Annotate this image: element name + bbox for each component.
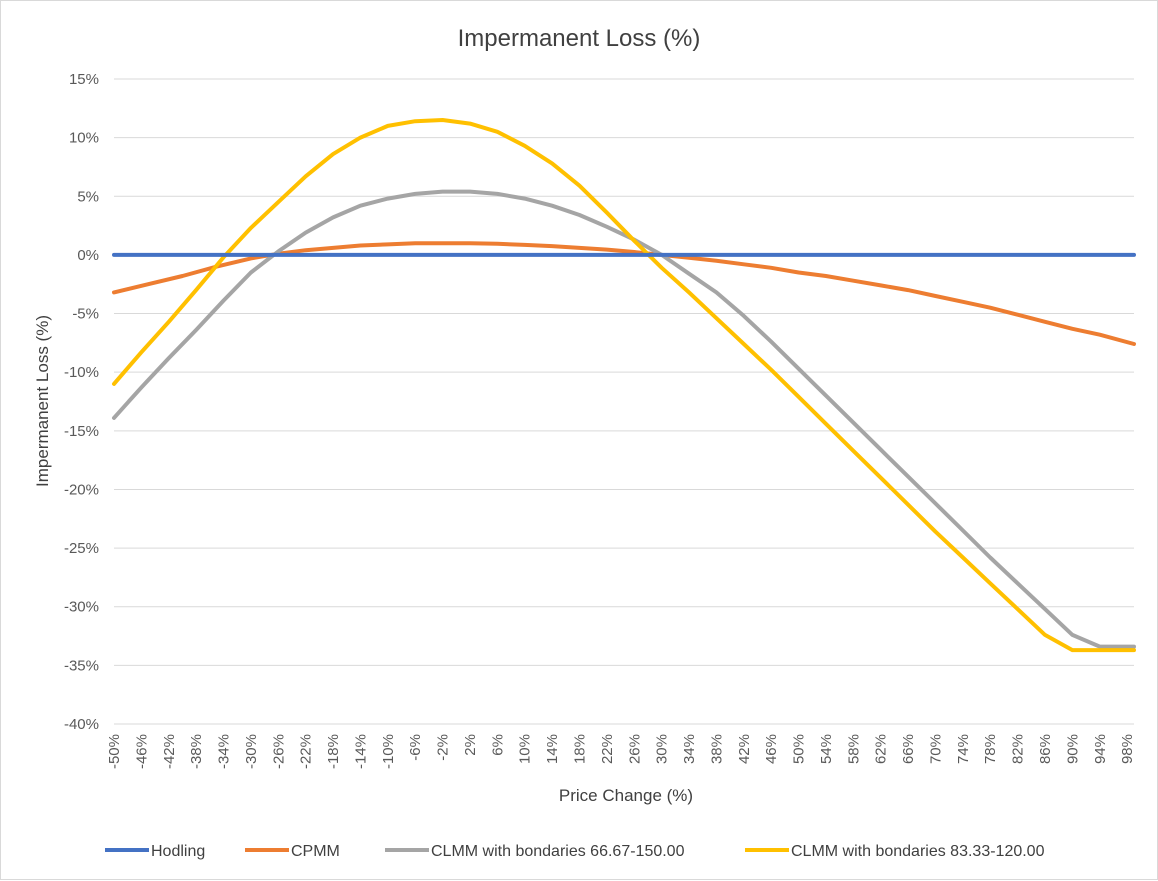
x-tick-label: -14%	[352, 734, 369, 769]
y-tick-label: 15%	[69, 71, 99, 88]
x-tick-label: 90%	[1064, 734, 1081, 764]
x-tick-label: 38%	[708, 734, 725, 764]
y-tick-label: -10%	[64, 364, 99, 381]
y-tick-label: -5%	[72, 306, 99, 323]
x-tick-label: 46%	[763, 734, 780, 764]
series-line-1	[112, 241, 1136, 346]
x-tick-label: -22%	[298, 734, 315, 769]
x-axis-title: Price Change (%)	[559, 786, 693, 805]
chart-title: Impermanent Loss (%)	[458, 25, 701, 52]
x-tick-label: 82%	[1010, 734, 1027, 764]
x-tick-label: -18%	[325, 734, 342, 769]
x-tick-label: 22%	[599, 734, 616, 764]
x-tick-label: -6%	[407, 734, 424, 761]
x-tick-label: -38%	[188, 734, 205, 769]
x-tick-label: 66%	[900, 734, 917, 764]
x-tick-label: 78%	[982, 734, 999, 764]
x-tick-label: 6%	[489, 734, 506, 756]
x-tick-label: 62%	[873, 734, 890, 764]
y-tick-label: 0%	[77, 247, 99, 264]
legend: Hodling CPMM CLMM with bondaries 66.67-150…	[105, 843, 1045, 860]
x-tick-label: 70%	[927, 734, 944, 764]
legend-label: CLMM with bondaries 66.67-150.00	[431, 843, 685, 860]
series-line-2	[112, 189, 1136, 649]
grid-lines	[114, 78, 1134, 725]
x-tick-label: 14%	[544, 734, 561, 764]
x-tick-label: -30%	[243, 734, 260, 769]
x-tick-label: 94%	[1092, 734, 1109, 764]
x-tick-label: 26%	[626, 734, 643, 764]
y-tick-label: 5%	[77, 188, 99, 205]
x-tick-label: -10%	[380, 734, 397, 769]
x-axis-ticks: -50% -46% -42% -38% -34% -30% -26% -22% -18% -14%…	[106, 734, 1136, 769]
x-tick-label: 30%	[654, 734, 671, 764]
x-tick-label: -46%	[133, 734, 150, 769]
y-tick-label: -20%	[64, 481, 99, 498]
x-tick-label: 54%	[818, 734, 835, 764]
legend-label: Hodling	[151, 843, 205, 860]
x-tick-label: 10%	[517, 734, 534, 764]
x-tick-label: -50%	[106, 734, 123, 769]
y-tick-label: -35%	[64, 657, 99, 674]
y-tick-label: -15%	[64, 423, 99, 440]
y-axis-ticks: 15% 10% 5% 0% -5% -10% -15% -20% -25% -30% -35% -40…	[64, 71, 99, 733]
x-tick-label: 18%	[572, 734, 589, 764]
x-tick-label: 74%	[955, 734, 972, 764]
x-tick-label: 42%	[736, 734, 753, 764]
y-tick-label: 10%	[69, 130, 99, 147]
series-lines	[112, 118, 1136, 653]
y-tick-label: -40%	[64, 716, 99, 733]
y-axis-title: Impermanent Loss (%)	[33, 315, 52, 487]
x-tick-label: -26%	[270, 734, 287, 769]
y-tick-label: -25%	[64, 540, 99, 557]
x-tick-label: 2%	[462, 734, 479, 756]
x-tick-label: 86%	[1037, 734, 1054, 764]
x-tick-label: 58%	[845, 734, 862, 764]
legend-label: CLMM with bondaries 83.33-120.00	[791, 843, 1045, 860]
x-tick-label: -2%	[435, 734, 452, 761]
x-tick-label: 34%	[681, 734, 698, 764]
y-tick-label: -30%	[64, 599, 99, 616]
x-tick-label: 98%	[1119, 734, 1136, 764]
series-line-3	[112, 118, 1136, 653]
legend-label: CPMM	[291, 843, 340, 860]
x-tick-label: -42%	[161, 734, 178, 769]
x-tick-label: -34%	[216, 734, 233, 769]
x-tick-label: 50%	[791, 734, 808, 764]
